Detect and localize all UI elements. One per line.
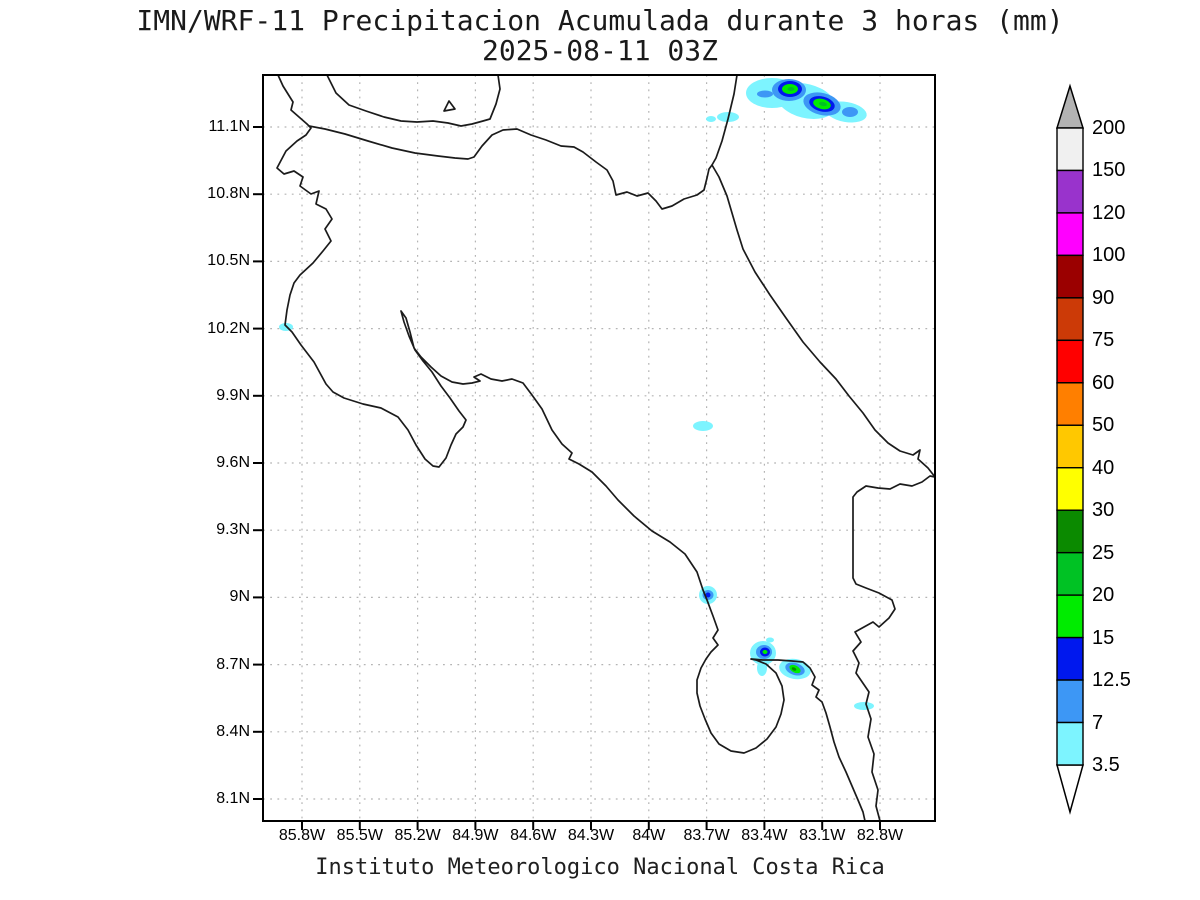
lat-tick-label: 9.6N [216,454,250,471]
lat-tick-label: 8.7N [216,655,250,673]
precip-cell [757,90,773,98]
colorbar-segment [1056,721,1084,766]
border-panama-caribbean-coast [711,74,936,822]
colorbar-segment [1056,254,1084,299]
lon-tick-label: 84.3W [567,827,615,844]
border-nicaragua-sanjuan [308,125,713,210]
lon-tick-label: 85.2W [394,827,441,844]
colorbar-level-label: 200 [1092,117,1126,139]
colorbar-level-label: 30 [1092,499,1115,522]
colorbar-level-label: 90 [1092,286,1115,309]
colorbar-under-arrow [1056,764,1084,815]
colorbar-level-label: 40 [1092,456,1115,479]
colorbar-level-label: 120 [1092,201,1126,224]
lat-tick-label: 10.5N [207,252,250,270]
lon-tick-label: 83.7W [683,827,730,844]
lon-tick-label: 84W [632,827,666,844]
colorbar-level-label: 60 [1092,371,1115,394]
lon-tick-label: 83.4W [741,827,788,844]
precip-cell [791,667,797,671]
lat-tick-label: 9.3N [216,521,250,539]
colorbar-segment [1056,127,1084,172]
coastline-layer [276,74,936,822]
page-title: IMN/WRF-11 Precipitacion Acumulada duran… [136,4,1064,37]
precip-cell [854,702,874,710]
colorbar [1055,83,1085,815]
precip-cell [705,592,711,598]
colorbar-level-label: 15 [1092,626,1115,649]
lon-tick-label: 84.6W [510,827,557,844]
colorbar-segment [1056,169,1084,214]
colorbar-segment [1056,212,1084,257]
lat-tick-label: 10.8N [207,185,250,203]
colorbar-level-label: 3.5 [1092,754,1120,776]
lon-tick-label: 85.5W [336,827,383,844]
lat-tick-label: 8.4N [216,722,250,740]
precip-cell [766,637,774,643]
precip-cell [819,101,827,107]
colorbar-segment [1056,551,1084,596]
colorbar-level-label: 7 [1092,711,1104,734]
lon-tick-label: 82.8W [856,827,904,844]
precip-cell [706,116,716,122]
colorbar-segment [1056,382,1084,426]
precip-cell [693,421,713,431]
precip-cell [842,107,858,117]
grid-layer [253,75,935,830]
ometepe-island [443,100,456,112]
colorbar-level-label: 50 [1092,414,1115,437]
lat-tick-label: 11.1N [208,118,250,135]
colorbar-level-label: 75 [1092,329,1115,352]
plot-frame [262,74,936,822]
colorbar-segment [1056,339,1084,384]
colorbar-level-label: 150 [1092,159,1126,182]
colorbar-level-label: 100 [1092,244,1126,267]
colorbar-segment [1056,594,1084,639]
footer-institution: Instituto Meteorologico Nacional Costa R… [315,855,885,880]
lat-tick-label: 8.1N [216,790,250,807]
colorbar-level-label: 12.5 [1092,669,1131,692]
precipitation-layer [279,78,874,710]
colorbar-level-label: 25 [1092,541,1115,564]
page-subtitle-datetime: 2025-08-11 03Z [481,34,718,67]
colorbar-segment [1056,467,1084,511]
lake-nicaragua-shore [326,74,501,127]
colorbar-level-label: 20 [1092,584,1115,607]
precip-cell [762,650,768,654]
lon-tick-label: 85.8W [278,827,326,844]
precip-cell [787,87,795,91]
colorbar-over-arrow [1055,83,1085,129]
colorbar-segment [1056,636,1084,681]
lon-tick-label: 84.9W [452,827,499,844]
colorbar-segment [1056,509,1084,554]
lat-tick-label: 10.2N [207,319,250,337]
colorbar-segment [1056,679,1084,724]
colorbar-segment [1056,424,1084,469]
colorbar-segment [1056,297,1084,342]
lat-tick-label: 9N [229,588,250,606]
lat-tick-label: 9.9N [216,386,250,404]
coastline-pacific [276,74,866,822]
lon-tick-label: 83.1W [799,827,846,844]
